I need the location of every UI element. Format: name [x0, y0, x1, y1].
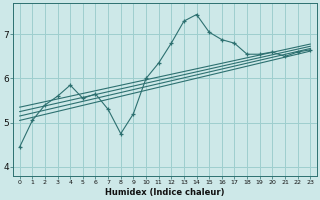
X-axis label: Humidex (Indice chaleur): Humidex (Indice chaleur)	[105, 188, 225, 197]
